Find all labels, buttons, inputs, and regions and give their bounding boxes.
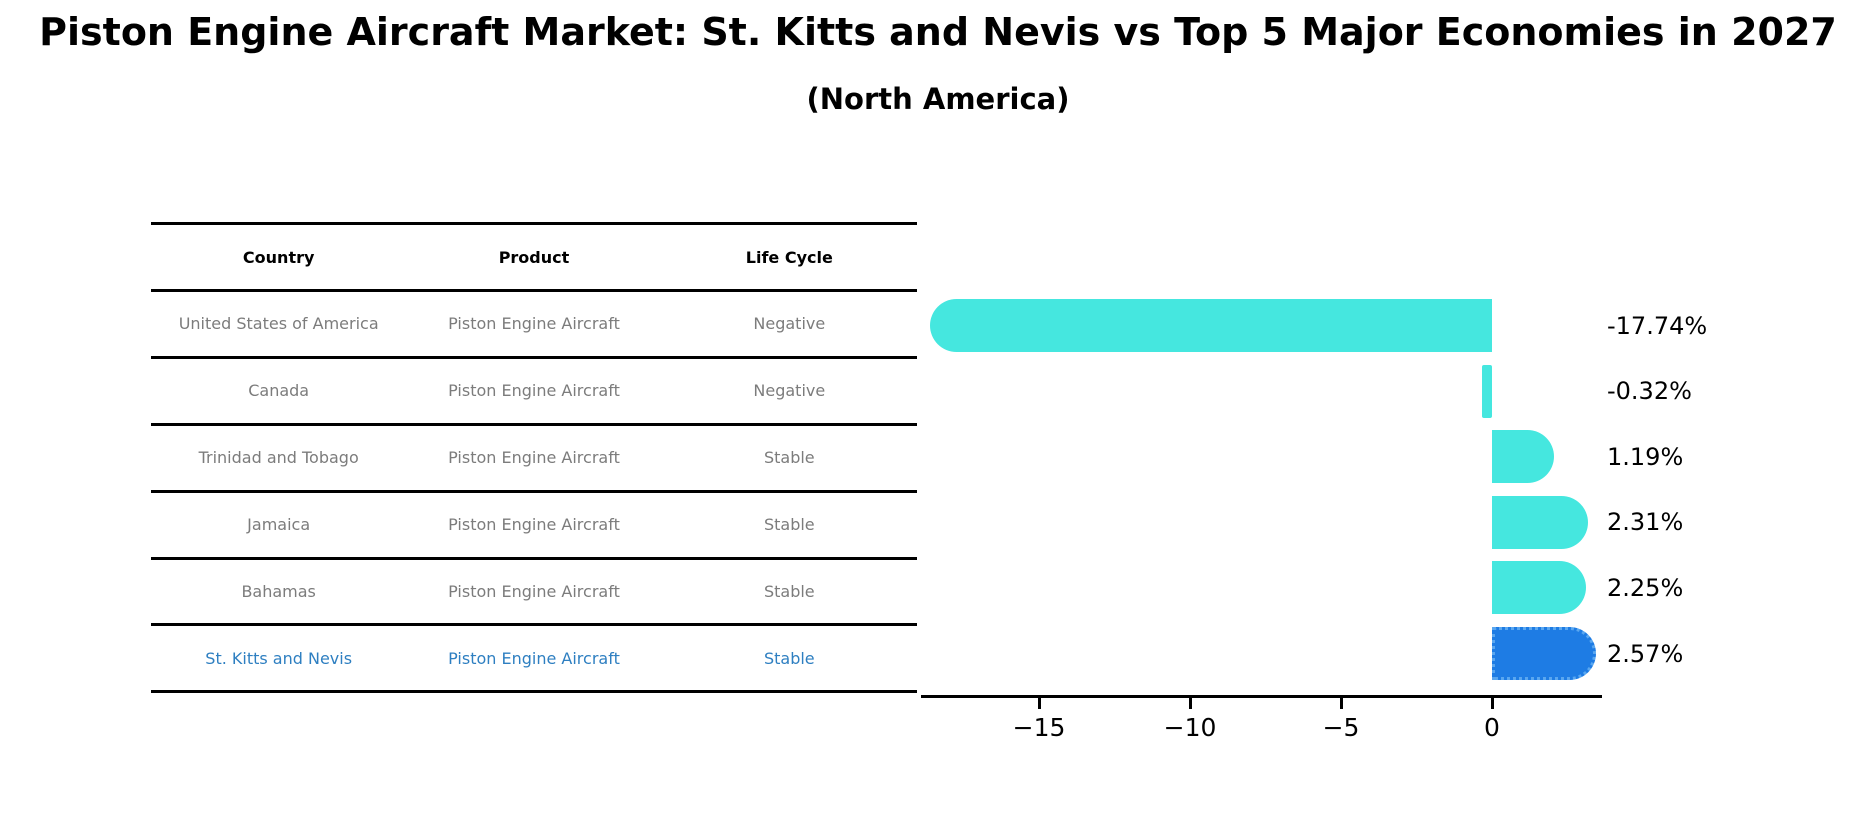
cell-life-cycle: Stable [763,448,815,468]
bar-value-label-canada: -0.32% [1607,377,1692,406]
table-header-country: Country [242,247,315,267]
bar-value-label-bahamas: 2.25% [1607,573,1684,602]
cell-country: United States of America [178,314,379,334]
x-axis-tick-label-5: −5 [1322,712,1360,742]
table-row-canada: Canada Piston Engine Aircraft Negative [151,359,917,426]
bar-bahamas [1492,561,1587,615]
cell-life-cycle: Stable [763,582,815,601]
cell-product: Piston Engine Aircraft [448,381,620,401]
country-table: Country Product Life Cycle United States of… [151,222,917,694]
bar-st-kitts-and-nevis [1492,627,1597,680]
table-header-product: Product [498,247,570,267]
bar-value-label-jamaica: 2.31% [1607,508,1684,537]
bar-value-label-trinidad-and-tobago: 1.19% [1607,442,1684,471]
bar-jamaica [1492,495,1589,549]
cell-life-cycle: Stable [763,648,815,668]
table-header-life-cycle: Life Cycle [745,247,833,267]
table-row-trinidad-and-tobago: Trinidad and Tobago Piston Engine Aircraf… [151,426,917,493]
bar-united-states-of-america [929,299,1492,352]
table-row-bahamas: Bahamas Piston Engine Aircraft Stable [151,560,917,627]
table-header-row: Country Product Life Cycle [151,225,917,292]
cell-product: Piston Engine Aircraft [448,582,620,601]
cell-life-cycle: Stable [763,515,815,535]
cell-country: Trinidad and Tobago [198,448,359,468]
x-axis-tick-5 [1339,697,1343,709]
x-axis-tick-15 [1037,697,1041,709]
table-row-united-states-of-america: United States of America Piston Engine Ai… [151,292,917,359]
cell-product: Piston Engine Aircraft [448,448,620,468]
cell-life-cycle: Negative [753,381,826,401]
chart-subtitle: (North America) [806,82,1070,116]
x-axis-tick-label-10: −10 [1163,712,1217,742]
cell-product: Piston Engine Aircraft [448,314,620,334]
x-axis-tick-10 [1188,697,1192,709]
x-axis-tick-label-0: 0 [1484,712,1500,742]
chart-title: Piston Engine Aircraft Market: St. Kitts… [39,10,1837,54]
bar-trinidad-and-tobago [1492,430,1555,484]
cell-country: Jamaica [247,515,311,535]
x-axis-tick-0 [1490,697,1494,709]
table-row-st-kitts-and-nevis: St. Kitts and Nevis Piston Engine Aircraf… [151,626,917,694]
bar-canada [1482,364,1492,418]
bar-value-label-united-states-of-america: -17.74% [1607,311,1708,340]
cell-country: Canada [248,381,310,401]
x-axis-tick-label-15: −15 [1012,712,1066,742]
cell-country: St. Kitts and Nevis [205,648,353,668]
x-axis-line [921,694,1603,698]
cell-product: Piston Engine Aircraft [448,515,620,535]
bar-value-label-st-kitts-and-nevis: 2.57% [1607,639,1684,668]
table-row-jamaica: Jamaica Piston Engine Aircraft Stable [151,493,917,560]
cell-product: Piston Engine Aircraft [448,648,620,668]
cell-life-cycle: Negative [753,314,826,334]
cell-country: Bahamas [241,582,316,601]
